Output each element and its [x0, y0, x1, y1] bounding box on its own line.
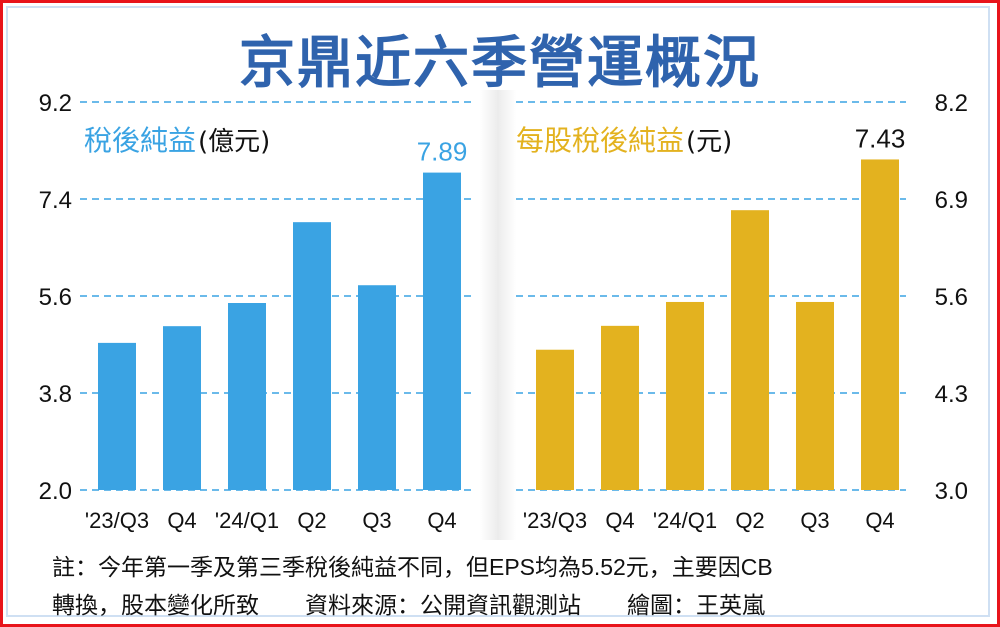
x-tick-label: Q4: [605, 508, 634, 533]
divider-band: [480, 90, 516, 540]
y-tick-label: 7.4: [39, 187, 72, 214]
y-tick-label: 2.0: [39, 478, 72, 505]
series-title: 稅後純益: [84, 124, 196, 157]
data-label: 7.43: [855, 123, 906, 153]
x-tick-label: Q2: [735, 508, 764, 533]
x-tick-label: '24/Q1: [653, 508, 717, 533]
series-unit: (元): [686, 127, 732, 157]
x-tick-label: '23/Q3: [85, 508, 149, 533]
bar: [163, 326, 201, 490]
y-tick-label: 4.3: [935, 381, 968, 408]
series-unit: (億元): [198, 127, 270, 157]
data-label: 7.89: [417, 137, 468, 167]
y-tick-label: 8.2: [935, 90, 968, 117]
bar: [98, 342, 136, 490]
x-tick-label: Q4: [427, 508, 456, 533]
bar: [293, 222, 331, 490]
y-tick-label: 5.6: [39, 284, 72, 311]
x-tick-label: Q3: [800, 508, 829, 533]
bar: [666, 301, 704, 490]
bar: [861, 159, 899, 490]
x-tick-label: Q2: [297, 508, 326, 533]
note-line-2: 轉換，股本變化所致 資料來源：公開資訊觀測站 繪圖：王英嵐: [52, 592, 765, 618]
bar: [601, 325, 639, 490]
note-line-1: 註：今年第一季及第三季稅後純益不同，但EPS均為5.52元，主要因CB: [52, 554, 773, 580]
x-tick-label: Q4: [167, 508, 196, 533]
y-tick-label: 5.6: [935, 284, 968, 311]
y-tick-label: 6.9: [935, 187, 968, 214]
bar: [796, 301, 834, 490]
x-tick-label: '23/Q3: [523, 508, 587, 533]
bar: [228, 303, 266, 490]
series-title: 每股稅後純益: [516, 124, 684, 157]
x-tick-label: '24/Q1: [215, 508, 279, 533]
bar: [358, 285, 396, 490]
x-tick-label: Q3: [362, 508, 391, 533]
bar: [423, 172, 461, 490]
bar: [731, 210, 769, 490]
bar: [536, 349, 574, 490]
chart-title: 京鼎近六季營運概況: [239, 31, 761, 96]
inner-border: [6, 6, 990, 617]
y-tick-label: 3.8: [39, 381, 72, 408]
y-tick-label: 3.0: [935, 478, 968, 505]
y-tick-label: 9.2: [39, 90, 72, 117]
x-tick-label: Q4: [865, 508, 894, 533]
